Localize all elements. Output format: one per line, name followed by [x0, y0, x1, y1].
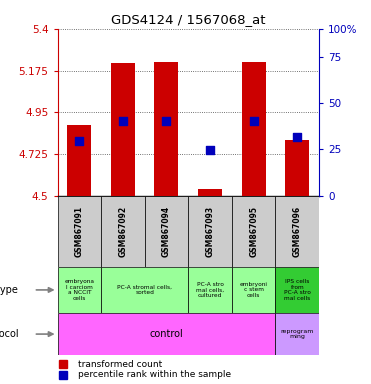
Bar [145, 196, 188, 267]
Text: PC-A stro
mal cells,
cultured: PC-A stro mal cells, cultured [196, 281, 224, 298]
Bar [188, 267, 232, 313]
Bar [111, 63, 135, 196]
Bar [276, 313, 319, 355]
Text: protocol: protocol [0, 329, 18, 339]
Bar [58, 196, 101, 267]
Text: control: control [150, 329, 183, 339]
Title: GDS4124 / 1567068_at: GDS4124 / 1567068_at [111, 13, 266, 26]
Bar [67, 125, 91, 196]
Text: transformed count: transformed count [78, 360, 162, 369]
Text: GSM867094: GSM867094 [162, 206, 171, 257]
Bar [276, 196, 319, 267]
Text: GSM867095: GSM867095 [249, 206, 258, 257]
Bar [276, 267, 319, 313]
Text: reprogram
ming: reprogram ming [280, 329, 314, 339]
Text: GSM867091: GSM867091 [75, 206, 84, 257]
Bar [58, 267, 101, 313]
Text: IPS cells
from
PC-A stro
mal cells: IPS cells from PC-A stro mal cells [284, 279, 311, 301]
Bar [188, 196, 232, 267]
Bar [285, 140, 309, 196]
Text: percentile rank within the sample: percentile rank within the sample [78, 371, 232, 379]
Point [164, 118, 170, 124]
Text: embryona
l carciom
a NCCIT
cells: embryona l carciom a NCCIT cells [64, 279, 94, 301]
Bar [58, 313, 276, 355]
Text: GSM867093: GSM867093 [206, 206, 214, 257]
Point [294, 134, 300, 141]
Bar [101, 196, 145, 267]
Bar [198, 189, 222, 196]
Point [120, 118, 126, 124]
Point [76, 138, 82, 144]
Text: PC-A stromal cells,
sorted: PC-A stromal cells, sorted [117, 285, 172, 295]
Bar [101, 267, 188, 313]
Bar [232, 196, 275, 267]
Point [207, 147, 213, 154]
Bar [232, 267, 275, 313]
Text: GSM867096: GSM867096 [293, 206, 302, 257]
Bar [242, 62, 266, 196]
Text: GSM867092: GSM867092 [118, 206, 127, 257]
Text: embryoni
c stem
cells: embryoni c stem cells [240, 281, 267, 298]
Text: cell type: cell type [0, 285, 18, 295]
Bar [154, 62, 178, 196]
Point [251, 118, 257, 124]
